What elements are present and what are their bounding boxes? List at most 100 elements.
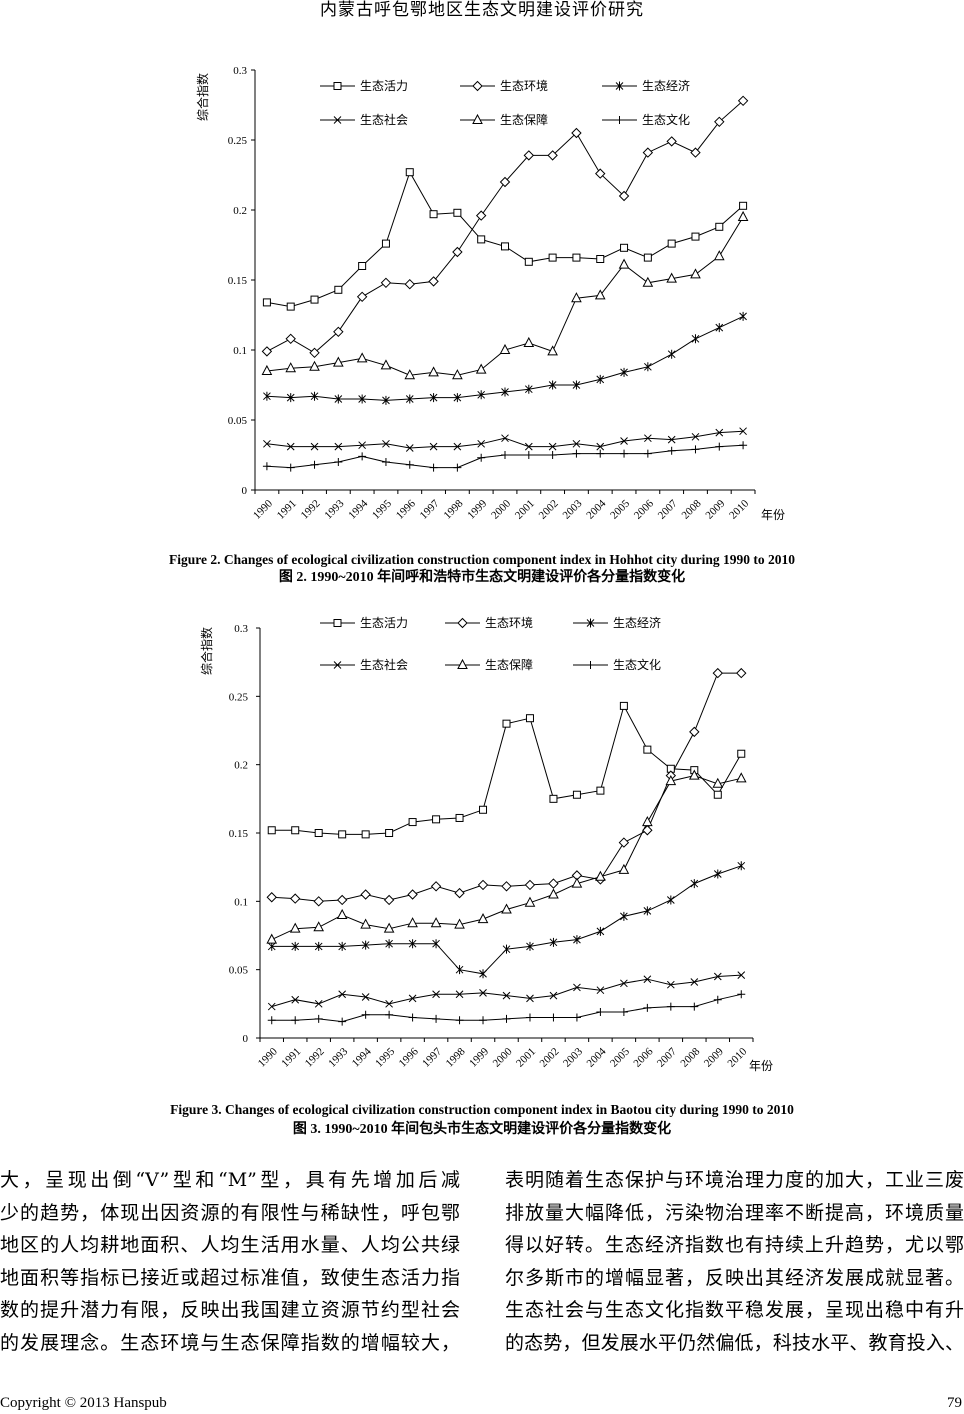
legend-item: 生态社会 <box>320 657 408 672</box>
x-tick-label: 1996 <box>394 497 418 521</box>
series-square-point <box>479 805 488 814</box>
asterisk-icon <box>586 618 595 628</box>
series-x-point <box>666 980 675 989</box>
series-x-point <box>432 990 440 999</box>
legend-label: 生态经济 <box>613 615 661 630</box>
body-text-line: 大，呈现出倒“V”型和“M”型，具有先增加后减 <box>0 1169 460 1191</box>
series-square-point <box>643 253 652 262</box>
figure-2-caption-en: Figure 2. Changes of ecological civiliza… <box>169 552 795 567</box>
series-diamond-points <box>266 667 747 907</box>
series-asterisk-point <box>291 941 300 951</box>
series-plus-point <box>501 451 509 459</box>
series-square-point <box>267 826 276 835</box>
series-plus-point <box>596 449 605 458</box>
series-asterisk-point <box>338 941 347 951</box>
series-triangle-point <box>428 366 439 377</box>
x-tick-label: 1990 <box>251 497 275 521</box>
series-triangle-point <box>737 210 749 221</box>
series-x-point <box>361 993 370 1001</box>
series-plus-point <box>455 1016 464 1025</box>
x-tick-label: 2000 <box>489 497 513 521</box>
series-plus-point <box>713 995 722 1004</box>
series-x-point <box>429 442 438 451</box>
series-diamond-point <box>499 176 511 188</box>
series-x-point <box>477 439 486 448</box>
series-asterisk-points <box>263 311 747 405</box>
series-square-point <box>432 815 441 824</box>
series-x-point <box>524 442 533 451</box>
series-asterisk-point <box>334 394 343 404</box>
series-x-point <box>291 995 300 1004</box>
series-x-point <box>643 975 652 984</box>
series-diamond-point <box>261 346 273 357</box>
series-triangle-point <box>501 903 512 914</box>
series-diamond-point <box>333 326 344 338</box>
series-square-point <box>691 232 700 241</box>
series-square-point <box>314 829 323 837</box>
series-plus-point <box>477 453 486 462</box>
series-x-point <box>572 439 581 448</box>
series-diamond-point <box>477 879 489 891</box>
body-text-line: 地面积等指标已接近或超过标准值，致使生态活力指 <box>0 1266 460 1289</box>
x-tick-label: 1998 <box>444 1045 468 1069</box>
diamond-icon <box>472 80 483 92</box>
x-tick-label: 1995 <box>370 497 394 521</box>
x-tick-label: 2007 <box>655 1045 679 1069</box>
series-diamond-point <box>336 894 348 906</box>
legend-label: 生态文化 <box>642 112 690 127</box>
series-diamond-point <box>309 347 320 359</box>
x-tick-label: 2003 <box>561 1045 585 1069</box>
series-plus-point <box>524 451 533 459</box>
figure-3-caption-en: Figure 3. Changes of ecological civiliza… <box>170 1102 794 1117</box>
series-diamond-point <box>666 136 677 147</box>
series-x-point <box>620 437 628 445</box>
series-plus-point <box>286 463 295 472</box>
x-tick-label: 2006 <box>631 1045 655 1069</box>
series-asterisk-point <box>501 387 509 397</box>
series-x-point <box>620 979 628 988</box>
series-triangle-point <box>595 870 606 881</box>
series-square-point <box>643 745 652 754</box>
series-x-point <box>713 972 722 981</box>
series-diamond-point <box>430 881 442 892</box>
series-x-point <box>596 442 605 451</box>
series-square-point <box>619 701 628 710</box>
series-diamond-point <box>523 150 535 161</box>
y-tick-label: 0.2 <box>234 760 248 772</box>
series-asterisk-point <box>286 393 295 403</box>
series-square-point <box>405 168 414 177</box>
x-tick-label: 1995 <box>373 1045 397 1069</box>
legend-label: 生态文化 <box>613 657 661 672</box>
x-tick-label: 2003 <box>561 497 585 521</box>
series-diamond-line <box>271 672 742 902</box>
series-asterisk-point <box>358 394 366 404</box>
x-tick-label: 1992 <box>299 498 323 522</box>
series-asterisk-point <box>644 362 652 372</box>
series-triangle-point <box>477 913 489 924</box>
series-plus-point <box>572 1013 581 1022</box>
series-x-points <box>263 427 747 452</box>
x-tick-label: 2005 <box>608 1045 632 1069</box>
legend-label: 生态保障 <box>500 112 548 127</box>
series-x-point <box>263 439 271 448</box>
series-square-point <box>361 830 370 839</box>
series-asterisk-point <box>667 349 676 359</box>
x-tick-label: 2005 <box>608 497 632 521</box>
series-diamond-point <box>313 896 324 907</box>
series-diamond-point <box>407 889 418 900</box>
y-tick-label: 0.1 <box>233 345 247 357</box>
series-x-point <box>526 994 534 1003</box>
series-triangle-point <box>665 774 677 786</box>
series-plus-point <box>361 1010 370 1019</box>
series-square-point <box>620 243 629 252</box>
triangle-icon <box>472 113 483 124</box>
series-plus-point <box>267 1016 276 1025</box>
series-plus-point <box>572 449 581 458</box>
series-diamond-point <box>290 893 301 904</box>
x-tick-label: 1994 <box>350 1045 374 1069</box>
series-diamond-point <box>524 879 536 891</box>
plus-icon <box>586 661 595 669</box>
y-tick-label: 0 <box>243 1033 249 1045</box>
series-x-point <box>385 999 393 1008</box>
